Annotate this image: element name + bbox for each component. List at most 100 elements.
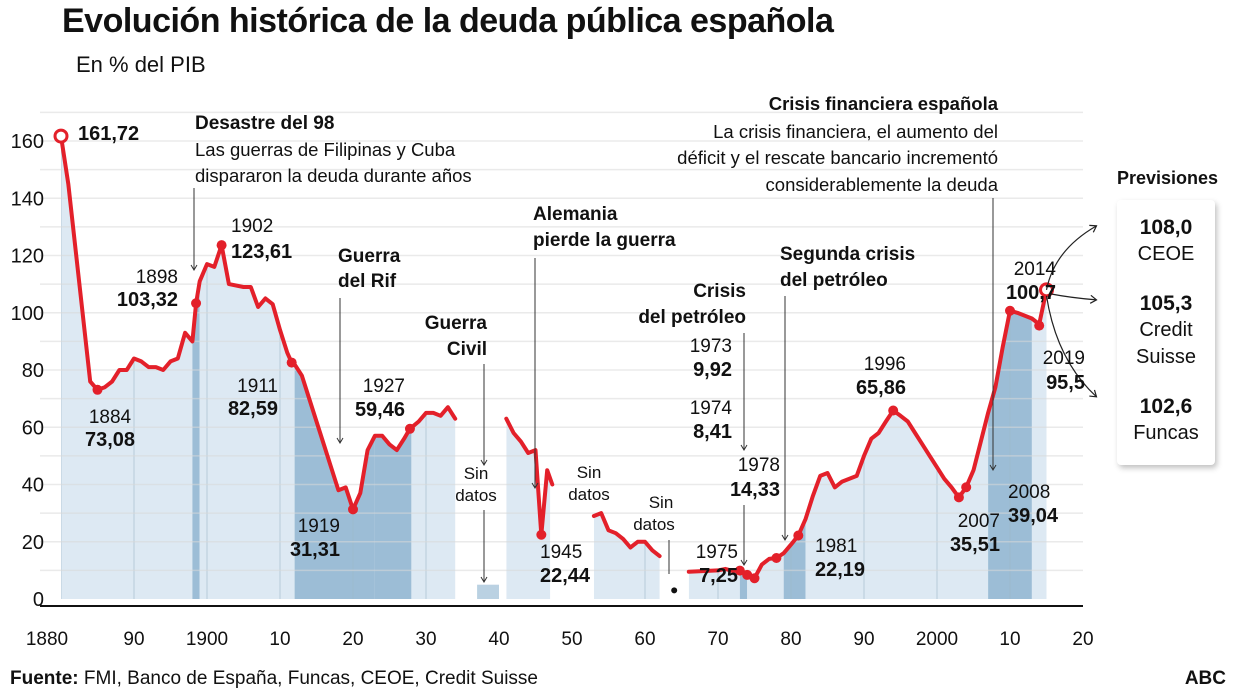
gridlines <box>40 111 1083 572</box>
forecast-box: 108,0 CEOE 105,3 Credit Suisse 102,6 Fun… <box>1117 200 1215 465</box>
point-year-label: 1981 <box>815 536 857 557</box>
data-point <box>888 405 899 416</box>
point-value-label: 161,72 <box>78 123 139 145</box>
annotation-title: del petróleo <box>780 270 888 291</box>
point-year-label: 1911 <box>237 376 278 397</box>
y-tick-label: 40 <box>22 475 44 497</box>
point-labels: 161,72188473,081898103,321902123,6119118… <box>78 123 1085 587</box>
series-line <box>504 416 555 537</box>
forecast-value: 108,0 <box>1139 216 1193 239</box>
no-data-label: datos <box>455 486 497 505</box>
point-value-label: 35,51 <box>950 534 1000 556</box>
point-year-label: 1898 <box>136 267 178 288</box>
data-point <box>793 530 804 541</box>
arrow-head-icon <box>1089 389 1098 398</box>
x-tick-label: 2000 <box>916 629 958 650</box>
data-point <box>348 504 358 515</box>
point-year-label: 1974 <box>690 398 733 419</box>
annotation-title: Civil <box>447 339 487 360</box>
annotation-title: Crisis financiera española <box>769 93 999 114</box>
point-value-label: 7,25 <box>699 565 738 587</box>
series-line <box>686 287 1049 581</box>
series-line <box>59 134 458 512</box>
arrow-head-icon <box>740 559 748 566</box>
annotation-title: pierde la guerra <box>533 230 676 251</box>
annotation-title: Guerra <box>338 246 401 267</box>
data-point <box>771 552 782 563</box>
arrow-head-icon <box>336 437 344 444</box>
x-tick-label: 20 <box>1072 629 1093 650</box>
point-value-label: 22,44 <box>540 565 591 587</box>
source-label: Fuente: <box>10 668 79 689</box>
annotation-title: Crisis <box>693 281 746 302</box>
annotation-title: Alemania <box>533 204 618 225</box>
point-year-label: 1902 <box>231 216 273 237</box>
no-data-label: datos <box>568 485 610 504</box>
data-point <box>961 482 972 493</box>
arrow-head-icon <box>1089 294 1098 304</box>
point-value-label: 73,08 <box>85 429 135 451</box>
point-value-label: 22,19 <box>815 559 865 581</box>
chart-subtitle: En % del PIB <box>76 52 206 77</box>
point-year-label: 2014 <box>1014 259 1057 280</box>
no-data-label: Sin <box>649 493 674 512</box>
forecast-source: Credit <box>1139 319 1193 341</box>
arrow-head-icon <box>989 464 997 471</box>
series-lines <box>59 134 1049 581</box>
x-tick-label: 80 <box>780 629 801 650</box>
data-point-open <box>53 128 69 144</box>
source-text: FMI, Banco de España, Funcas, CEOE, Cred… <box>78 668 538 689</box>
y-tick-label: 20 <box>22 532 44 554</box>
period-band <box>192 136 200 599</box>
series-line <box>591 511 662 559</box>
forecast-arrow <box>1045 225 1097 290</box>
y-tick-label: 160 <box>11 131 44 153</box>
annotation-title: Guerra <box>425 313 488 334</box>
point-year-label: 1975 <box>696 542 738 563</box>
no-data-label: Sin <box>577 463 602 482</box>
forecast-item-funcas: 102,6 Funcas <box>1117 393 1215 447</box>
x-tick-label: 40 <box>488 629 509 650</box>
data-point <box>404 423 415 434</box>
axes: 0 20 40 60 80 100 120 140 160 1880 90 1900 10 20 30 40 5… <box>11 131 1094 650</box>
point-year-label: 1996 <box>864 354 906 375</box>
point-value-label: 59,46 <box>355 399 405 421</box>
arrow-head-icon <box>781 534 789 541</box>
point-value-label: 31,31 <box>290 539 340 561</box>
annotation-title: Segunda crisis <box>780 244 915 265</box>
arrow-head-icon <box>531 482 539 489</box>
x-tick-label: 1900 <box>186 629 228 650</box>
data-point <box>1034 320 1045 331</box>
point-value-label: 123,61 <box>231 241 292 263</box>
source-note: Fuente: FMI, Banco de España, Funcas, CE… <box>10 668 538 690</box>
x-tick-label: 50 <box>561 629 582 650</box>
x-tick-label: 60 <box>634 629 655 650</box>
forecast-title: Previsiones <box>1117 168 1219 188</box>
forecast-arrow <box>1050 293 1097 301</box>
data-point <box>92 384 103 395</box>
x-tick-label: 90 <box>123 629 144 650</box>
arrow-head-icon <box>740 444 748 451</box>
point-value-label: 100,7 <box>1006 282 1056 304</box>
data-point <box>1005 305 1015 316</box>
point-value-label: 103,32 <box>117 289 178 311</box>
annotation-text: La crisis financiera, el aumento del <box>713 121 998 142</box>
no-data-marker <box>671 587 678 594</box>
point-year-label: 1945 <box>540 542 582 563</box>
x-tick-label: 30 <box>415 629 436 650</box>
annotation-text: considerablemente la deuda <box>766 174 999 195</box>
point-year-label: 1927 <box>363 376 405 397</box>
forecast-item-credit-suisse: 105,3 Credit Suisse <box>1117 290 1215 371</box>
annotation-text: Las guerras de Filipinas y Cuba <box>195 139 456 160</box>
y-tick-label: 80 <box>22 360 44 382</box>
arrow-head-icon <box>1089 224 1098 233</box>
annotation-text: dispararon la deuda durante años <box>195 165 472 186</box>
no-data-label: datos <box>633 515 675 534</box>
point-value-label: 9,92 <box>693 359 732 381</box>
y-tick-label: 60 <box>22 417 44 439</box>
forecast-source: Suisse <box>1135 346 1197 368</box>
point-year-label: 1919 <box>298 516 340 537</box>
x-tick-label: 10 <box>269 629 290 650</box>
point-year-label: 1884 <box>89 407 132 428</box>
data-point <box>953 492 964 503</box>
